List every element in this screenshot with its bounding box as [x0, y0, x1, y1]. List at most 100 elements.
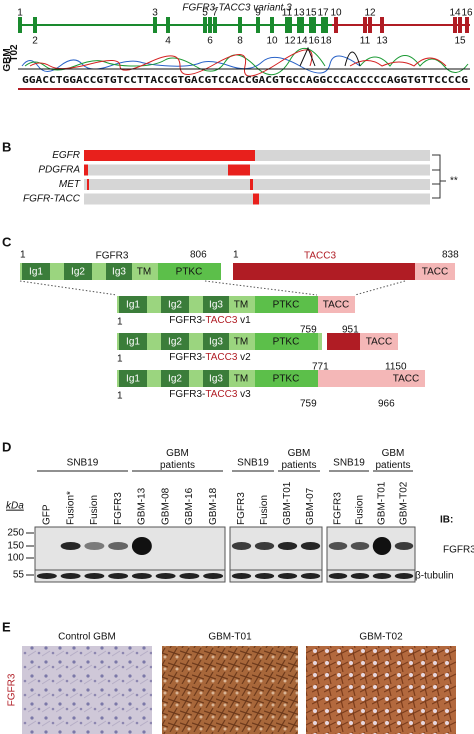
alteration — [253, 193, 259, 205]
exon-number: 5 — [202, 8, 208, 19]
exon-number: 11 — [282, 8, 293, 19]
exon-number: 16 — [308, 36, 320, 47]
domain — [119, 333, 147, 350]
group-word: GBM — [166, 448, 189, 459]
band — [36, 573, 57, 579]
exon-number: 9 — [255, 8, 261, 19]
name-part: FGFR3- — [169, 352, 205, 363]
protein-name: FGFR3 — [96, 251, 129, 262]
domain — [119, 296, 147, 313]
band — [328, 573, 348, 579]
domain — [203, 296, 229, 313]
gene-label: PDGFRA — [38, 165, 80, 176]
band — [131, 537, 152, 555]
domain — [161, 333, 189, 350]
name-part: TACC3 — [205, 389, 237, 400]
group-word: GBM — [288, 448, 311, 459]
domain-label: TM — [234, 300, 248, 311]
band — [231, 573, 252, 579]
domain-label: TACC — [422, 267, 448, 278]
group-label: GBM patients — [375, 448, 410, 471]
name-part: FGFR3- — [169, 389, 205, 400]
band — [84, 573, 105, 579]
domain — [203, 370, 229, 387]
group-label: GBM patients — [160, 448, 195, 471]
domain-label: PTKC — [273, 374, 300, 385]
lane-label: FGFR3 — [113, 492, 124, 525]
band — [60, 573, 81, 579]
variant-break: 759 — [300, 399, 317, 410]
exon-number: 17 — [317, 8, 329, 19]
variant-start: 1 — [117, 317, 123, 328]
domain-label: Ig3 — [112, 267, 126, 278]
domain-label: Ig1 — [126, 300, 140, 311]
gene-label: FGFR-TACC — [23, 194, 81, 205]
exon — [33, 17, 37, 33]
exon — [380, 17, 384, 33]
domain — [360, 333, 398, 350]
exon-number: 1 — [17, 8, 23, 19]
lane-label: Fusion — [89, 495, 100, 525]
lane-label: Fusion — [259, 495, 270, 525]
alteration — [228, 164, 250, 176]
exon-number: 2 — [32, 36, 38, 47]
exon-number: 11 — [360, 36, 371, 47]
exon-number: 15 — [454, 36, 466, 47]
sample-line: T02 — [9, 44, 20, 62]
image-label: Control GBM — [58, 632, 116, 643]
domain-label: TACC — [366, 337, 392, 348]
gene-bar — [84, 179, 430, 190]
exon — [285, 17, 289, 33]
domain — [119, 370, 147, 387]
domain-label: Ig2 — [71, 267, 85, 278]
group-word: patients — [375, 460, 410, 471]
exon — [368, 17, 372, 33]
domain — [203, 333, 229, 350]
ib-label: IB: — [440, 515, 453, 526]
marker: 250 — [7, 528, 24, 539]
exon-number: 16 — [461, 8, 473, 19]
lane-label: GBM-T02 — [399, 481, 410, 525]
band — [108, 542, 129, 550]
exon — [324, 17, 328, 33]
name-part: v2 — [237, 352, 251, 363]
exon — [153, 17, 157, 33]
protein — [233, 263, 415, 280]
lane-label: GBM-T01 — [377, 481, 388, 525]
band — [155, 573, 176, 579]
panel-label: D — [2, 439, 11, 454]
group-word: patients — [281, 460, 316, 471]
chromatogram — [18, 46, 470, 77]
connector — [204, 280, 318, 296]
band — [300, 573, 321, 579]
exon-number: 12 — [364, 8, 376, 19]
gene-label: EGFR — [52, 150, 80, 161]
band — [203, 573, 224, 579]
domain — [161, 370, 189, 387]
exon — [363, 17, 367, 33]
variant-end: 1150 — [385, 362, 407, 373]
exon-number: 14 — [449, 8, 461, 19]
panel-label: C — [2, 234, 12, 249]
exon — [18, 17, 22, 33]
band — [131, 573, 152, 579]
domain-label: PTKC — [273, 300, 300, 311]
panel-a-title: FGFR3-TACC3 variant 3 — [182, 3, 292, 14]
stain-label: FGFR3 — [7, 673, 18, 706]
exon — [213, 17, 217, 33]
domain-label: PTKC — [176, 267, 203, 278]
domain-label: TACC — [393, 374, 419, 385]
band — [179, 573, 200, 579]
lane-label: GBM-16 — [184, 487, 195, 525]
variant-name: FGFR3-TACC3 v2 — [169, 352, 251, 363]
group-label: SNB19 — [67, 458, 99, 469]
exon-number: 4 — [165, 36, 171, 47]
exon-number: 15 — [305, 8, 317, 19]
exon — [166, 17, 170, 33]
band — [350, 573, 370, 579]
alteration — [84, 150, 255, 161]
variant-end: 951 — [342, 325, 359, 336]
exon-number: 6 — [207, 36, 213, 47]
domain — [22, 263, 50, 280]
exon — [453, 17, 457, 33]
